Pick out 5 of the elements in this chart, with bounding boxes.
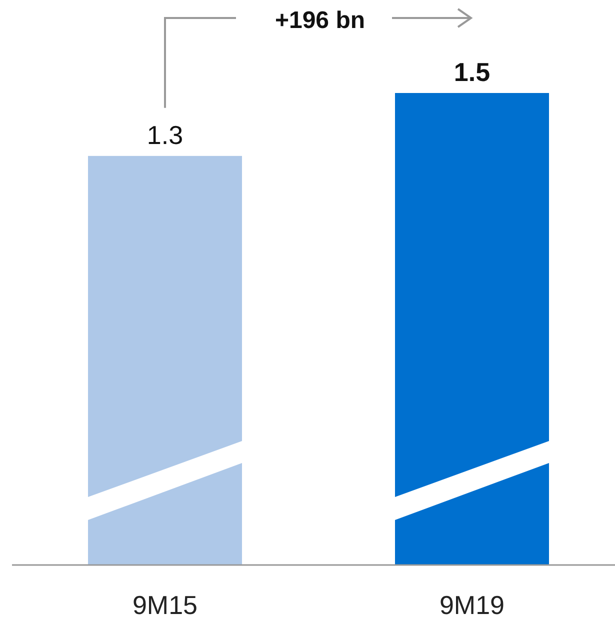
data-label: 1.3 — [146, 120, 184, 150]
x-tick-label: 9M15 — [132, 590, 198, 620]
text: +196 bn — [274, 7, 366, 34]
data-label: 1.5 — [454, 57, 490, 87]
x-tick-label: 9M19 — [439, 590, 505, 620]
